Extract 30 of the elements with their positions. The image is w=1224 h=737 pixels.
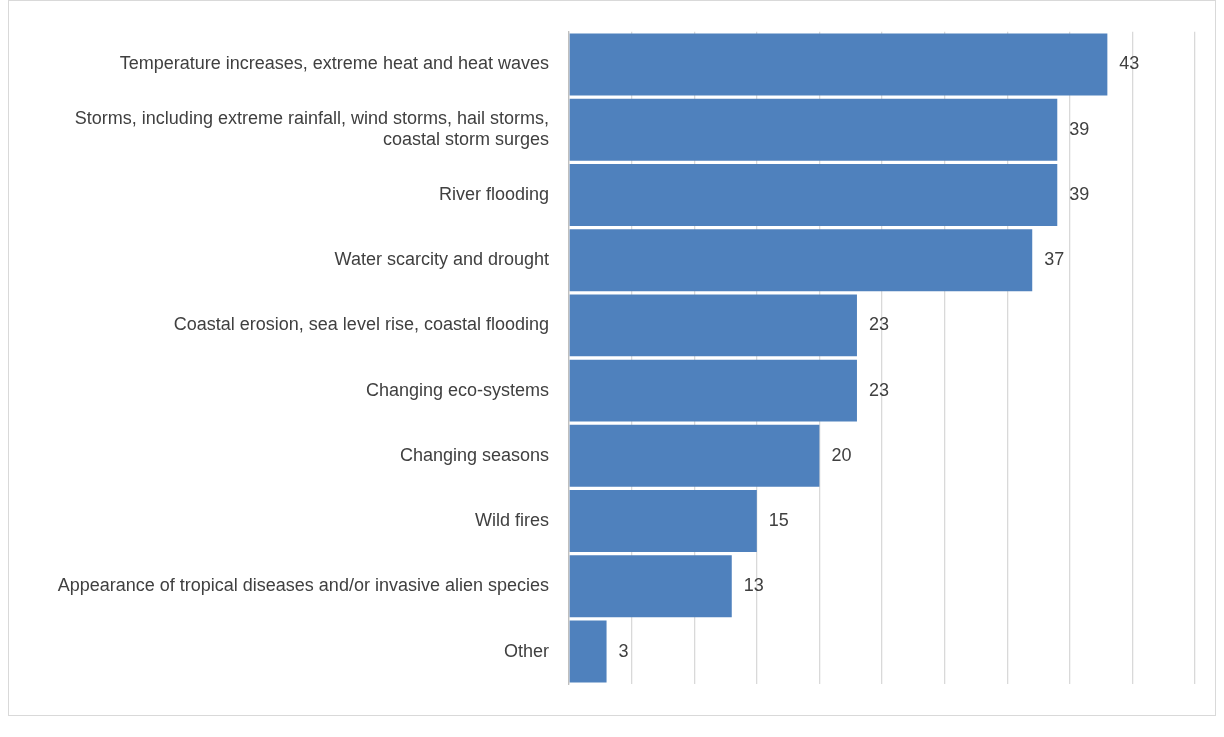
data-label: 15 xyxy=(768,510,789,531)
y-tick-label: Temperature increases, extreme heat and heat waves xyxy=(119,53,549,74)
data-label: 23 xyxy=(868,379,889,400)
y-tick-label: Changing seasons xyxy=(399,444,549,465)
bar xyxy=(569,163,1058,226)
data-label: 39 xyxy=(1069,118,1090,139)
bar xyxy=(569,294,857,357)
data-label: 37 xyxy=(1044,249,1065,270)
data-label: 43 xyxy=(1119,53,1140,74)
data-label: 13 xyxy=(743,575,764,596)
bar xyxy=(569,620,607,683)
y-tick-label: Other xyxy=(503,640,549,661)
bar xyxy=(569,490,757,553)
data-label: 23 xyxy=(868,314,889,335)
data-label: 39 xyxy=(1069,183,1090,204)
bar xyxy=(569,424,820,487)
data-label: 20 xyxy=(831,444,852,465)
bar xyxy=(569,229,1033,292)
y-tick-label: Appearance of tropical diseases and/or invasive alien species xyxy=(57,575,549,596)
data-label: 3 xyxy=(618,640,629,661)
bar xyxy=(569,555,732,618)
bar xyxy=(569,98,1058,161)
y-tick-label: Wild fires xyxy=(474,510,549,531)
y-tick-label: Changing eco-systems xyxy=(365,379,549,400)
bar xyxy=(569,359,857,422)
y-tick-label: Water scarcity and drought xyxy=(334,249,549,270)
y-tick-label: Coastal erosion, sea level rise, coastal flooding xyxy=(173,314,549,335)
bar xyxy=(569,33,1108,96)
y-tick-label: River flooding xyxy=(438,183,549,204)
y-tick-label: Storms, including extreme rainfall, wind storms, hail storms, coastal storm surges xyxy=(74,107,549,150)
